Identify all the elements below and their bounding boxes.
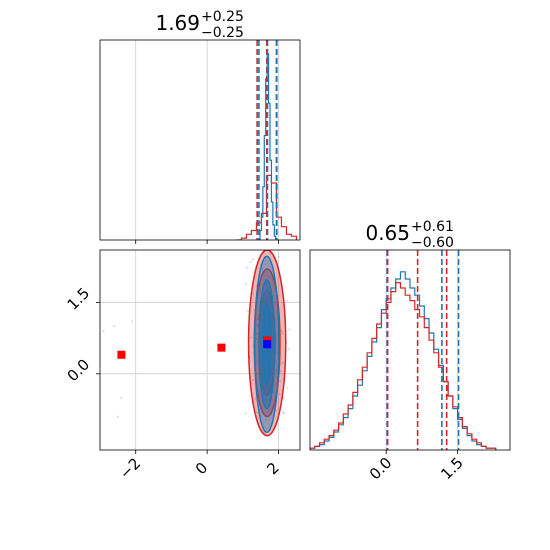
scatter-sample-point	[274, 382, 277, 385]
scatter-sample-point	[264, 418, 268, 422]
scatter-sample-point	[286, 299, 289, 302]
scatter-sample-point	[288, 328, 291, 331]
scatter-sample-point	[120, 396, 123, 399]
scatter-marks	[102, 245, 291, 483]
scatter-sample-point	[252, 378, 255, 382]
scatter-sample-point	[278, 379, 282, 383]
param2-marks	[310, 250, 497, 450]
param2-xtick-label: 1.5	[437, 454, 467, 484]
scatter-sample-point	[254, 397, 257, 400]
param2-ticks: 0.0 1.5	[366, 450, 467, 483]
param2-title-value: 0.65	[365, 221, 410, 245]
scatter-sample-point	[272, 391, 276, 394]
scatter-sample-point	[249, 261, 252, 264]
scatter-sample-point	[281, 361, 284, 364]
scatter-sample-point	[282, 396, 285, 400]
scatter-xtick-label: 0	[192, 459, 211, 478]
scatter-xtick-label: −2	[116, 454, 144, 482]
param2-hist-red	[310, 282, 497, 450]
scatter-sample-point	[277, 255, 280, 259]
scatter-sample-point	[256, 301, 260, 304]
param1-marks	[236, 40, 298, 240]
param1-histogram-panel: 1.69 +0.25 −0.25	[99, 9, 301, 244]
scatter-sample-point	[278, 392, 281, 395]
scatter-panel: −2 0 2 0.0 1.5	[64, 245, 301, 483]
scatter-sample-point	[102, 329, 105, 333]
scatter-sample-point	[279, 370, 282, 373]
scatter-sample-point	[275, 369, 278, 372]
scatter-sample-point	[255, 313, 258, 316]
scatter-xtick-label: 2	[263, 459, 282, 478]
scatter-sample-point	[267, 481, 269, 483]
scatter-sample-point	[286, 387, 289, 390]
scatter-sample-point	[269, 252, 272, 255]
scatter-sample-point	[256, 324, 259, 328]
param2-title-plus: +0.61	[411, 219, 454, 235]
scatter-marker-red	[217, 343, 226, 352]
scatter-sample-point	[267, 276, 270, 279]
scatter-axes-frame	[99, 249, 301, 451]
scatter-ytick-label: 0.0	[64, 355, 94, 385]
param1-axes-frame	[99, 39, 301, 241]
scatter-sample-point	[282, 411, 285, 414]
param2-axes-frame	[309, 249, 511, 451]
scatter-ytick-label: 1.5	[64, 284, 94, 314]
param1-title-value: 1.69	[155, 11, 200, 35]
param2-hist-blue	[310, 271, 497, 450]
scatter-sample-point	[113, 325, 116, 328]
scatter-marker-red	[117, 350, 126, 359]
param1-title-plus: +0.25	[201, 9, 244, 25]
scatter-sample-point	[116, 415, 119, 418]
scatter-sample-point	[276, 351, 279, 355]
scatter-sample-point	[244, 412, 247, 415]
scatter-sample-point	[251, 258, 254, 261]
scatter-sample-point	[252, 292, 255, 295]
scatter-sample-point	[281, 332, 284, 335]
scatter-sample-point	[250, 336, 253, 339]
param2-xtick-label: 0.0	[366, 454, 396, 484]
param1-ticks	[135, 240, 279, 244]
scatter-sample-point	[255, 332, 259, 335]
param1-title-minus: −0.25	[201, 25, 244, 41]
scatter-sample-point	[261, 267, 264, 270]
scatter-sample-point	[271, 245, 273, 247]
scatter-sample-point	[246, 266, 249, 269]
scatter-sample-point	[287, 347, 291, 350]
scatter-sample-point	[255, 337, 258, 341]
scatter-marker-blue	[263, 340, 272, 349]
scatter-sample-point	[131, 320, 134, 323]
scatter-sample-point	[255, 411, 259, 414]
scatter-sample-point	[245, 283, 248, 286]
scatter-sample-point	[246, 309, 249, 313]
param2-histogram-panel: 0.0 1.5 0.65 +0.61 −0.60	[309, 219, 511, 483]
param2-title-minus: −0.60	[411, 235, 454, 251]
param1-grid	[135, 40, 279, 240]
scatter-sample-point	[256, 317, 259, 320]
